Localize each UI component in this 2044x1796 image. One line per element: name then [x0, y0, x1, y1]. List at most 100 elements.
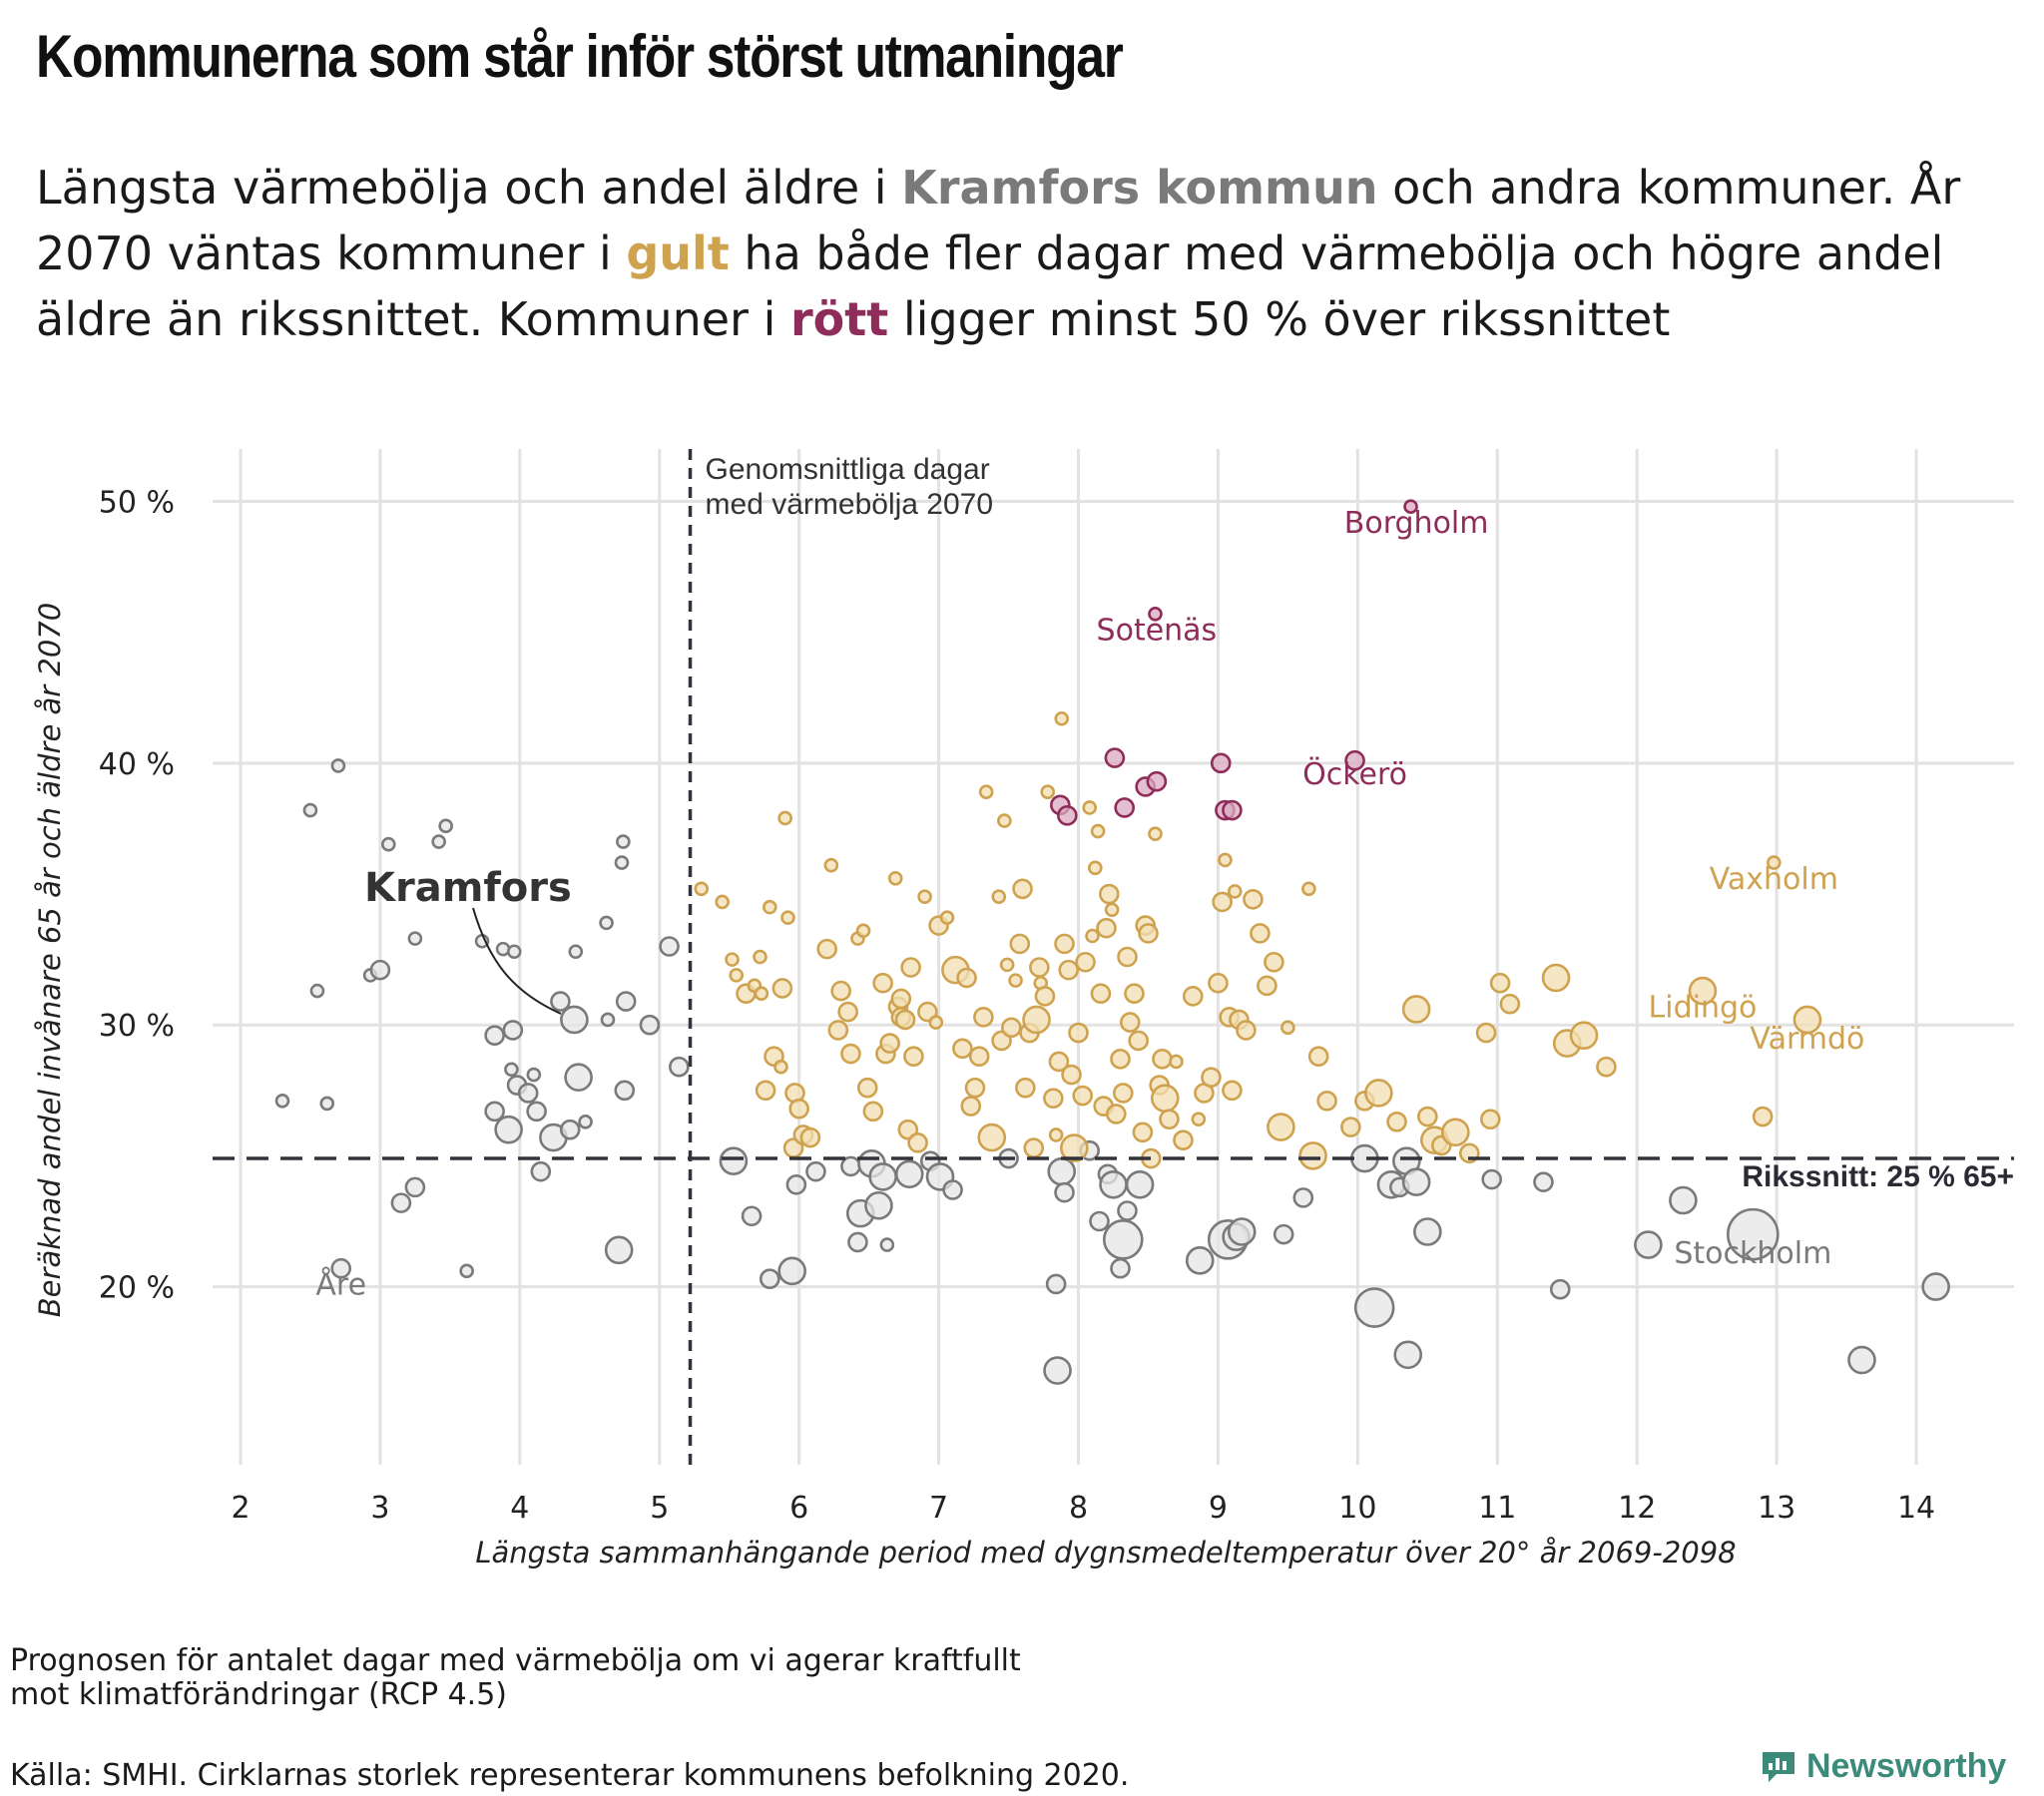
- annotation-label: Värmdö: [1750, 1022, 1864, 1057]
- gray-municipality-point: [1117, 1200, 1138, 1221]
- gray-municipality-point: [868, 1162, 897, 1191]
- gold-municipality-point: [1340, 1117, 1361, 1137]
- gold-municipality-point: [978, 784, 994, 800]
- gold-municipality-point: [977, 1122, 1007, 1152]
- gold-municipality-point: [715, 894, 731, 910]
- gold-municipality-point: [823, 857, 839, 873]
- gold-municipality-point: [1257, 975, 1278, 997]
- gray-municipality-point: [1089, 1210, 1110, 1232]
- gray-municipality-point: [741, 1205, 763, 1227]
- x-tick-label: 7: [929, 1491, 948, 1526]
- x-tick-label: 13: [1758, 1491, 1795, 1526]
- x-tick-label: 10: [1338, 1491, 1376, 1526]
- gray-municipality-point: [785, 1173, 807, 1195]
- gray-municipality-point: [1413, 1217, 1442, 1246]
- brand-logo: Newsworthy: [1759, 1746, 2006, 1786]
- gold-municipality-point: [754, 986, 769, 1002]
- gold-municipality-point: [999, 957, 1015, 973]
- x-axis-ticks: 2 3 4 5 6 7 8 9 10 11 12 13 14: [231, 1491, 1935, 1526]
- gold-municipality-point: [1138, 923, 1159, 944]
- gray-municipality-point: [1727, 1207, 1780, 1261]
- gold-municipality-point: [903, 1046, 924, 1068]
- gold-municipality-point: [1099, 883, 1120, 905]
- gold-municipality-point: [837, 1001, 858, 1023]
- gray-municipality-point: [484, 1025, 505, 1047]
- gray-municipality-point: [719, 1146, 749, 1175]
- gray-municipality-point: [404, 1176, 426, 1198]
- gold-municipality-point: [856, 1077, 878, 1099]
- gray-municipality-point: [438, 818, 453, 834]
- x-tick-label: 14: [1897, 1491, 1935, 1526]
- newsworthy-logo-icon: [1763, 1752, 1794, 1782]
- gray-municipality-point: [459, 1263, 474, 1279]
- gray-municipality-point: [1393, 1340, 1423, 1370]
- red-municipality-point: [1104, 747, 1126, 768]
- national-average-label: Rikssnitt: 25 % 65+: [1742, 1160, 2014, 1193]
- gray-municipality-point: [1353, 1287, 1395, 1328]
- gray-municipality-point: [1549, 1278, 1571, 1300]
- x-tick-label: 12: [1618, 1491, 1656, 1526]
- gold-municipality-point: [1104, 902, 1120, 918]
- gray-municipality-point: [330, 758, 346, 773]
- gold-municipality-point: [1040, 784, 1056, 800]
- gold-municipality-point: [1301, 881, 1316, 897]
- brand-name: Newsworthy: [1806, 1746, 2007, 1785]
- scatter-chart: 2 3 4 5 6 7 8 9 10 11 12 13 14 20 % 30 % 40 % 50 % Geno…: [33, 449, 2014, 1570]
- gold-municipality-point: [1082, 800, 1098, 815]
- gold-municipality-point: [1096, 917, 1117, 939]
- gold-municipality-point: [1132, 1122, 1154, 1143]
- gold-municipality-point: [939, 910, 955, 925]
- gray-municipality-point: [381, 836, 396, 852]
- red-municipality-point: [1146, 770, 1168, 792]
- gold-municipality-point: [840, 1043, 861, 1065]
- gold-municipality-point: [1208, 972, 1229, 994]
- gold-municipality-point: [1316, 1091, 1337, 1112]
- gray-municipality-point: [330, 1257, 352, 1279]
- gold-municipality-point: [1250, 923, 1271, 944]
- data-points: [274, 499, 1950, 1385]
- gold-municipality-point: [956, 967, 977, 989]
- gold-municipality-point: [1386, 1111, 1407, 1132]
- gray-municipality-point: [560, 1005, 589, 1035]
- gold-municipality-point: [777, 810, 792, 826]
- gold-municipality-point: [1169, 1054, 1184, 1070]
- gray-municipality-point: [614, 1080, 636, 1102]
- gold-municipality-point: [755, 1080, 776, 1102]
- gray-municipality-point: [879, 1237, 895, 1252]
- gold-municipality-point: [1054, 710, 1070, 726]
- gold-municipality-point: [1792, 1005, 1822, 1035]
- gray-municipality-point: [568, 944, 584, 960]
- annotation-label: Stockholm: [1674, 1236, 1831, 1271]
- gold-municipality-point: [1054, 933, 1075, 955]
- gridlines: [213, 449, 2014, 1465]
- gold-municipality-point: [1541, 963, 1571, 993]
- gold-municipality-point: [753, 949, 767, 965]
- gold-municipality-point: [907, 1131, 928, 1153]
- gold-municipality-point: [1441, 1118, 1470, 1147]
- gold-municipality-point: [917, 889, 932, 904]
- gray-municipality-point: [517, 1083, 539, 1104]
- y-tick-label: 30 %: [99, 1009, 175, 1044]
- gray-municipality-point: [759, 1268, 780, 1290]
- gold-municipality-point: [887, 870, 903, 886]
- gold-municipality-point: [1280, 1020, 1295, 1036]
- gray-municipality-point: [1102, 1219, 1144, 1260]
- gold-municipality-point: [1191, 1112, 1207, 1126]
- gray-municipality-point: [530, 1160, 552, 1182]
- gold-municipality-point: [973, 1007, 994, 1028]
- gray-municipality-point: [484, 1101, 505, 1122]
- red-municipality-point: [1344, 749, 1365, 771]
- gold-municipality-point: [1264, 951, 1284, 973]
- y-tick-label: 40 %: [99, 747, 175, 782]
- gray-municipality-point: [616, 834, 631, 849]
- gold-municipality-point: [762, 899, 777, 915]
- subtitle-text-3: ha både fler dagar med värmebölja och hö…: [36, 226, 1944, 346]
- gold-municipality-point: [1090, 823, 1106, 839]
- gold-municipality-point: [1267, 1113, 1295, 1141]
- gold-municipality-point: [1417, 1106, 1438, 1127]
- subtitle-text-4: ligger minst 50 % över rikssnittet: [888, 292, 1671, 346]
- gray-municipality-point: [1273, 1223, 1294, 1245]
- gray-municipality-point: [431, 834, 446, 849]
- x-tick-label: 4: [510, 1491, 529, 1526]
- average-heatwave-label-line-2: med värmebölja 2070: [706, 488, 994, 521]
